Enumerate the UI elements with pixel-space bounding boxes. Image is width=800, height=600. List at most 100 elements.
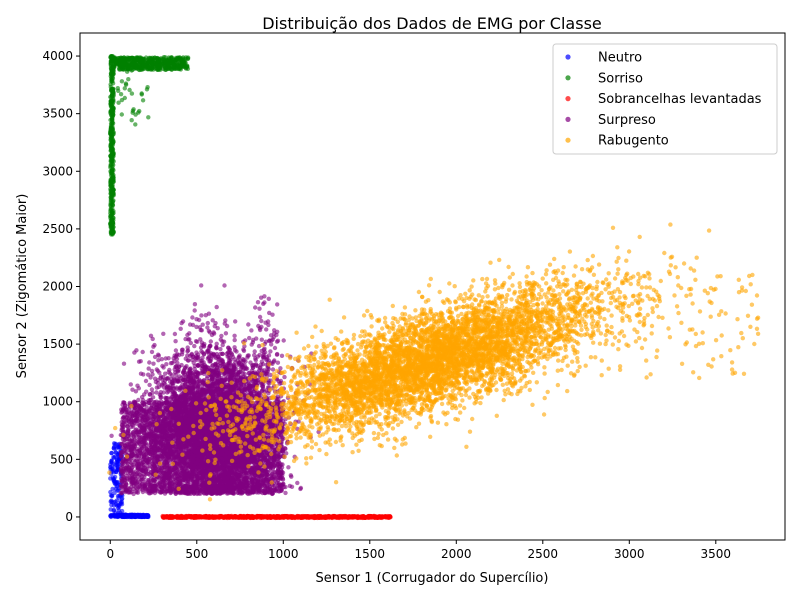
data-point [337,513,342,519]
data-point [159,62,164,67]
data-point [111,208,116,214]
data-point [187,514,193,519]
series-sobrancelhas-levantadas [160,513,393,521]
data-point [110,96,116,102]
data-point [111,455,116,460]
data-point [110,155,115,161]
data-point [146,115,151,120]
data-point [161,515,166,520]
data-point [126,77,131,82]
data-point [308,514,314,519]
data-point [109,118,115,123]
data-point [151,56,156,61]
data-point [114,484,119,489]
data-point [282,513,287,519]
data-point [161,56,166,61]
data-point [146,513,151,519]
data-point [179,59,184,64]
data-point [185,63,190,68]
data-point [175,63,180,69]
data-point [121,406,126,411]
data-point [375,515,380,520]
data-point [330,514,336,519]
data-point [108,465,113,470]
data-point [114,503,120,508]
data-point [274,514,279,519]
data-point [110,176,115,181]
data-point [304,514,310,519]
chart-title: Distribuição dos Dados de EMG por Classe [262,14,602,33]
data-point [108,162,113,167]
data-point [108,476,113,481]
data-point [110,78,115,84]
data-point [165,514,171,520]
data-point [137,55,142,60]
data-point [218,513,223,519]
data-point [111,445,117,451]
data-point [108,507,113,512]
data-point [129,68,134,73]
data-point [239,515,244,520]
data-point [110,486,115,492]
data-point [114,469,119,475]
data-point [144,60,149,65]
data-point [116,488,121,493]
data-point [129,118,134,123]
data-point [116,88,121,94]
data-point [113,450,118,455]
data-point [365,514,370,520]
data-point [133,122,138,127]
data-point [119,97,125,103]
data-point [123,58,128,63]
data-point [222,514,228,519]
data-point [370,514,375,519]
data-point [140,98,146,103]
series-sorriso [108,54,191,237]
data-point [361,515,367,520]
data-point [132,62,138,67]
data-point [130,110,135,115]
data-point [108,142,114,148]
data-point [115,511,121,516]
data-point [109,168,115,174]
data-point [115,459,120,465]
data-point [108,201,113,206]
data-point [192,514,197,519]
data-point [109,450,114,456]
data-point [130,513,135,518]
data-point [199,514,204,520]
data-point [108,72,114,77]
data-point [169,67,175,72]
data-point [112,55,117,61]
data-point [385,515,391,520]
data-point [131,470,136,476]
data-point [269,514,274,519]
data-point [109,221,114,227]
data-point [111,507,117,513]
data-point [128,55,133,61]
data-point [155,59,160,64]
data-point [228,514,233,520]
data-point [120,402,125,407]
data-point [134,421,139,426]
data-point [113,499,118,504]
data-point [115,466,120,471]
data-point [111,191,116,196]
data-point [109,105,115,111]
data-point [354,514,359,519]
data-point [111,89,116,95]
data-point [145,85,150,90]
data-point [313,515,319,520]
data-point [125,69,130,74]
data-point [123,82,129,87]
data-point [213,514,218,519]
data-point [205,514,210,519]
data-point [169,58,174,63]
data-point [278,515,283,520]
data-point [119,485,124,491]
data-point [288,514,293,519]
data-point [174,515,179,520]
data-point [110,232,115,237]
data-point [179,515,185,520]
